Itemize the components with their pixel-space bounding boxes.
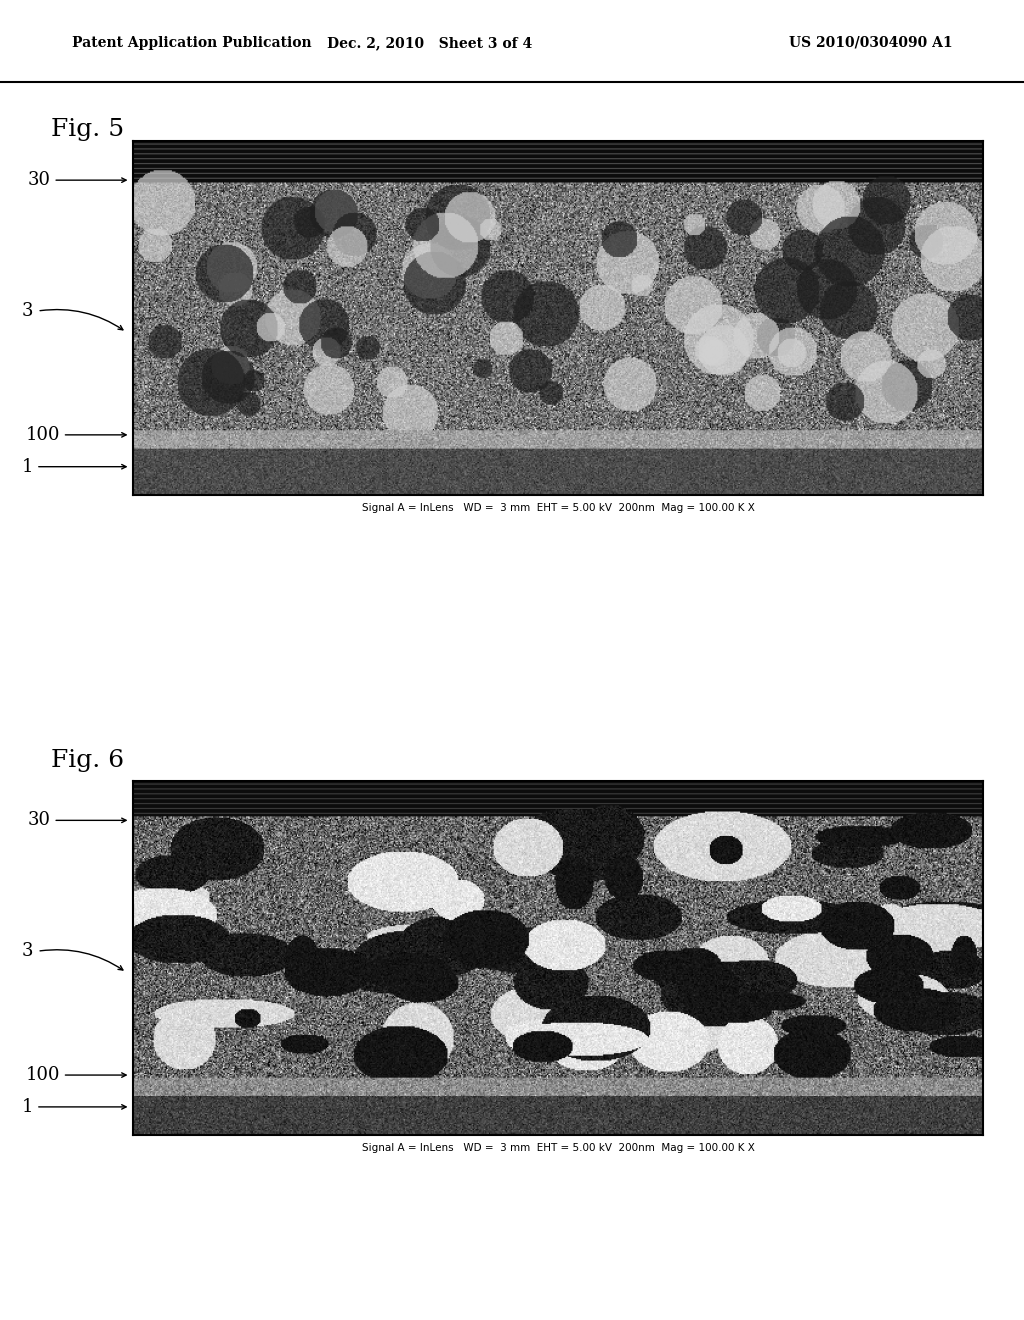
Text: 3: 3 bbox=[22, 302, 33, 319]
Text: Signal A = InLens   WD =  3 mm  EHT = 5.00 kV  200nm  Mag = 100.00 K X: Signal A = InLens WD = 3 mm EHT = 5.00 k… bbox=[361, 1143, 755, 1154]
Text: Fig. 5: Fig. 5 bbox=[51, 117, 124, 141]
Text: 3: 3 bbox=[22, 942, 33, 960]
Text: 1: 1 bbox=[22, 1098, 33, 1115]
Text: 100: 100 bbox=[26, 1067, 59, 1084]
Text: 30: 30 bbox=[28, 172, 50, 189]
Text: US 2010/0304090 A1: US 2010/0304090 A1 bbox=[788, 36, 952, 50]
Text: Patent Application Publication: Patent Application Publication bbox=[72, 36, 311, 50]
Text: 100: 100 bbox=[26, 426, 59, 444]
Text: Fig. 6: Fig. 6 bbox=[51, 748, 124, 772]
Text: 30: 30 bbox=[28, 812, 50, 829]
Text: Dec. 2, 2010   Sheet 3 of 4: Dec. 2, 2010 Sheet 3 of 4 bbox=[328, 36, 532, 50]
Text: Signal A = InLens   WD =  3 mm  EHT = 5.00 kV  200nm  Mag = 100.00 K X: Signal A = InLens WD = 3 mm EHT = 5.00 k… bbox=[361, 503, 755, 513]
Text: 1: 1 bbox=[22, 458, 33, 475]
